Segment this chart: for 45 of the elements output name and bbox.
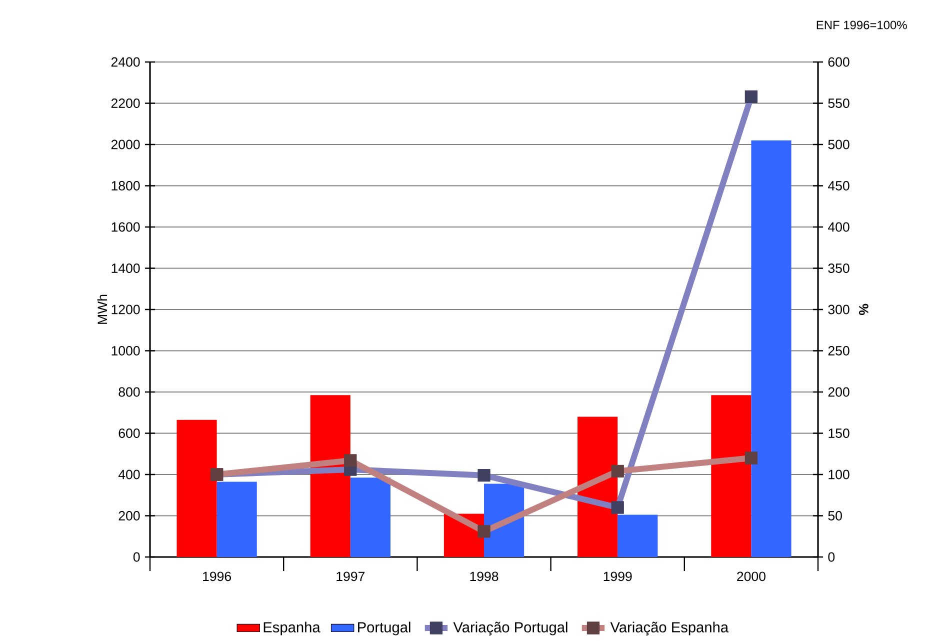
x-tick-label: 1999 <box>604 572 632 582</box>
bar <box>751 140 792 557</box>
y2-tick-label: 350 <box>828 264 850 273</box>
y-tick-label: 1200 <box>112 304 140 314</box>
text: ENF 1996=100% <box>816 20 907 30</box>
y-tick-label: 1400 <box>112 264 140 273</box>
legend-label: Espanha <box>264 622 320 636</box>
x-tick-label: 1998 <box>470 572 498 582</box>
x-tick-label: 1996 <box>203 572 231 582</box>
y-tick-label: 2400 <box>111 57 140 67</box>
y2-tick-label: 300 <box>828 304 850 314</box>
y2-axis-title: % <box>858 304 868 316</box>
y2-tick-label: 400 <box>828 222 850 232</box>
bar <box>711 395 752 557</box>
bar <box>310 395 350 557</box>
y2-tick-label: 550 <box>828 98 850 108</box>
y2-tick-label: 500 <box>828 140 850 150</box>
legend-label: Portugal <box>358 622 410 636</box>
legend-label: Variação Portugal <box>453 622 568 636</box>
bar <box>350 478 390 557</box>
y-tick-label: 0 <box>133 552 140 562</box>
bar <box>618 514 658 557</box>
y2-tick-label: 250 <box>828 346 850 356</box>
y2-tick-label: 0 <box>828 552 835 562</box>
y-tick-label: 2200 <box>111 98 140 108</box>
bar <box>216 482 257 557</box>
y2-tick-label: 150 <box>828 428 850 438</box>
y2-tick-label: 100 <box>828 470 850 480</box>
x-tick-label: 1997 <box>336 572 365 582</box>
y2-tick-label: 450 <box>828 181 850 190</box>
y2-tick-label: 200 <box>828 387 850 397</box>
x-tick-label: 2000 <box>737 572 766 582</box>
y-tick-label: 1800 <box>112 181 140 190</box>
y2-tick-label: 600 <box>828 57 850 67</box>
y-tick-label: 2000 <box>111 140 140 150</box>
y-tick-label: 1000 <box>112 346 140 356</box>
y-tick-label: 800 <box>118 387 140 397</box>
bar <box>176 420 217 557</box>
legend-label: Variação Espanha <box>610 622 729 636</box>
y-tick-label: 1600 <box>112 222 140 232</box>
y-tick-label: 400 <box>118 470 140 480</box>
y2-tick-label: 50 <box>828 511 842 520</box>
y-tick-label: 200 <box>118 511 140 520</box>
y-axis-title: MWh <box>97 294 107 324</box>
y-tick-label: 600 <box>118 428 140 438</box>
